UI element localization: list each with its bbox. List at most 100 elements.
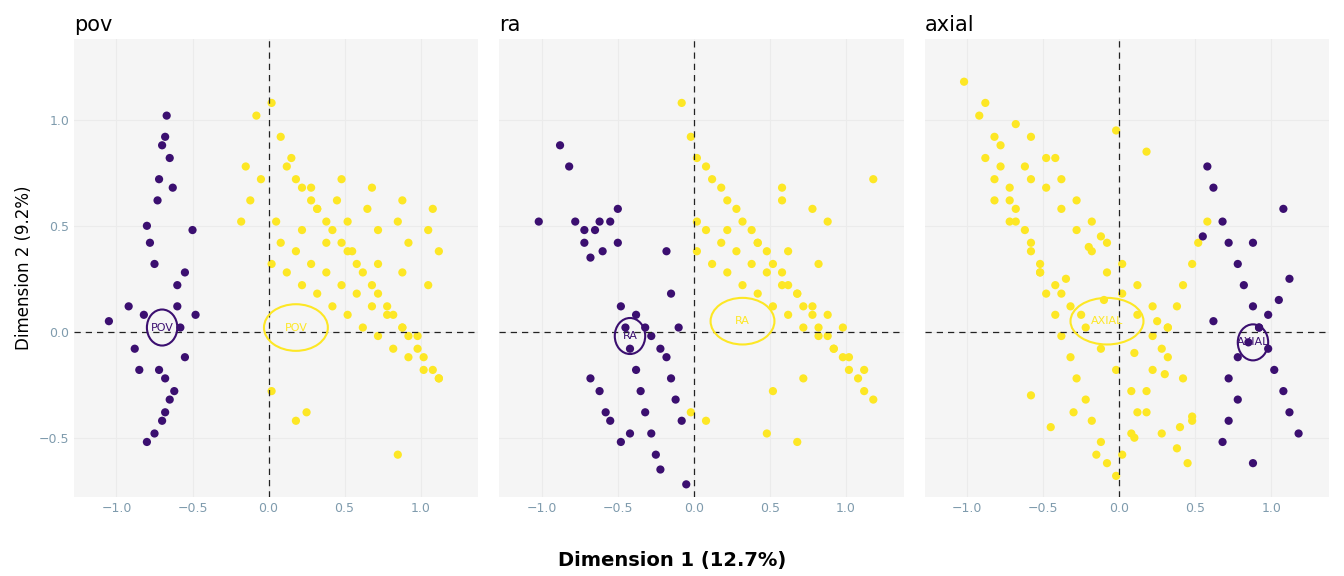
Point: [953, 77, 974, 86]
Point: [695, 162, 716, 171]
Point: [676, 480, 698, 489]
Point: [1278, 408, 1300, 417]
Point: [345, 289, 367, 298]
Point: [1090, 344, 1111, 353]
Point: [387, 450, 409, 459]
Point: [793, 374, 814, 383]
Point: [387, 217, 409, 226]
Point: [1142, 365, 1164, 374]
Point: [235, 162, 257, 171]
Point: [702, 259, 723, 268]
Point: [1015, 162, 1036, 171]
Point: [832, 353, 853, 362]
Point: [1097, 268, 1118, 277]
Point: [786, 289, 808, 298]
Point: [984, 132, 1005, 142]
Point: [1015, 225, 1036, 234]
Point: [1030, 268, 1051, 277]
Point: [595, 408, 617, 417]
Text: AXIAL: AXIAL: [1091, 316, 1124, 326]
Point: [144, 259, 165, 268]
Point: [1040, 423, 1062, 432]
Point: [726, 247, 747, 256]
Point: [777, 281, 798, 290]
Point: [680, 408, 702, 417]
Point: [695, 225, 716, 234]
Point: [817, 217, 839, 226]
Point: [185, 310, 207, 320]
Point: [159, 395, 180, 404]
Point: [331, 175, 352, 184]
Point: [747, 238, 769, 247]
Point: [306, 204, 328, 214]
Point: [634, 323, 656, 332]
Point: [321, 302, 343, 311]
Point: [1105, 365, 1126, 374]
Point: [296, 408, 317, 417]
Point: [376, 310, 398, 320]
Point: [1105, 126, 1126, 135]
Point: [1136, 147, 1157, 156]
Point: [528, 217, 550, 226]
Point: [1035, 289, 1056, 298]
Point: [1146, 317, 1168, 326]
Point: [1167, 444, 1188, 453]
Point: [1066, 374, 1087, 383]
Point: [413, 365, 434, 374]
Point: [345, 259, 367, 268]
Point: [429, 374, 450, 383]
Point: [634, 408, 656, 417]
Point: [1150, 344, 1172, 353]
Point: [261, 386, 282, 396]
Point: [391, 323, 413, 332]
Point: [660, 374, 681, 383]
Point: [771, 268, 793, 277]
Point: [383, 310, 405, 320]
Point: [148, 175, 169, 184]
Point: [599, 217, 621, 226]
Y-axis label: Dimension 2 (9.2%): Dimension 2 (9.2%): [15, 186, 34, 350]
Point: [786, 289, 808, 298]
Point: [367, 259, 388, 268]
Point: [1181, 412, 1203, 421]
Point: [316, 268, 337, 277]
Point: [1075, 323, 1097, 332]
Point: [429, 374, 450, 383]
Point: [974, 98, 996, 108]
Point: [1227, 259, 1249, 268]
Point: [152, 416, 173, 426]
Point: [1121, 429, 1142, 438]
Point: [564, 217, 586, 226]
Point: [1196, 162, 1218, 171]
Point: [246, 111, 267, 120]
Point: [747, 238, 769, 247]
Point: [1081, 416, 1102, 426]
Point: [853, 365, 875, 374]
Point: [1258, 344, 1279, 353]
Point: [1081, 217, 1102, 226]
Point: [1273, 386, 1294, 396]
Point: [1121, 386, 1142, 396]
Point: [671, 416, 692, 426]
Point: [1242, 238, 1263, 247]
Point: [418, 281, 439, 290]
Point: [1090, 437, 1111, 446]
Point: [793, 302, 814, 311]
Point: [1232, 281, 1254, 290]
Point: [668, 323, 689, 332]
Point: [250, 175, 271, 184]
Point: [1005, 119, 1027, 128]
Point: [1258, 310, 1279, 320]
Point: [167, 302, 188, 311]
Point: [716, 196, 738, 205]
Point: [169, 323, 191, 332]
Point: [558, 162, 579, 171]
Point: [1111, 289, 1133, 298]
Point: [1249, 323, 1270, 332]
Point: [341, 247, 363, 256]
Point: [747, 289, 769, 298]
Point: [786, 437, 808, 446]
Point: [1051, 175, 1073, 184]
Point: [1051, 331, 1073, 340]
Point: [164, 386, 185, 396]
